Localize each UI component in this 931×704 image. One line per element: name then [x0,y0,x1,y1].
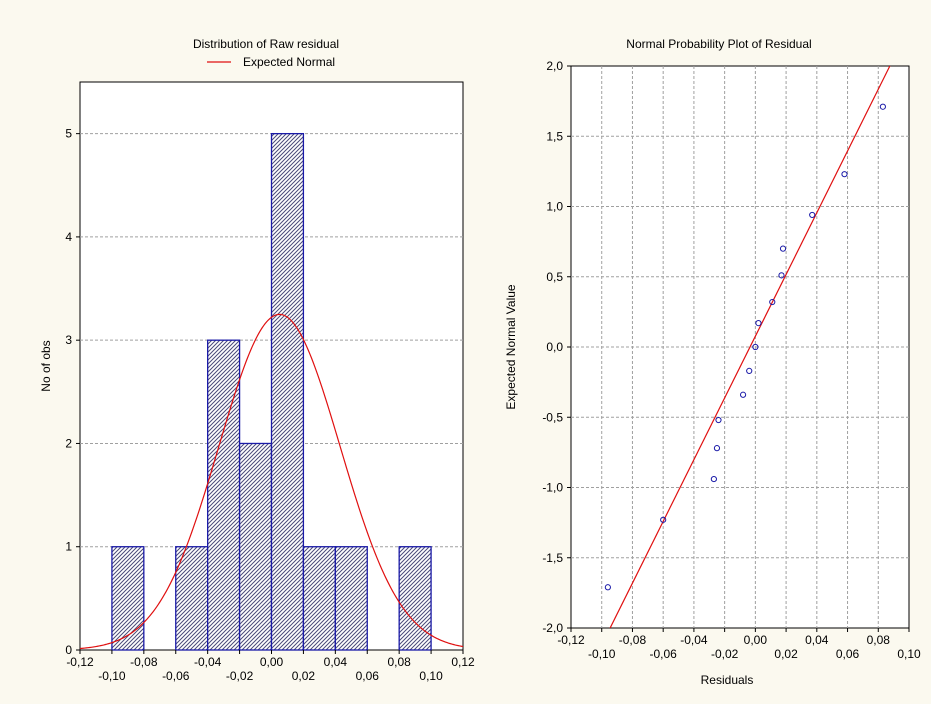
residual-point [778,272,785,279]
residual-point [604,584,611,591]
x-tick-label: -0,04 [680,633,708,647]
residual-point [746,367,753,374]
legend-label: Expected Normal [243,55,335,69]
residual-point [715,416,722,424]
y-tick-label: -2,0 [542,621,563,635]
y-tick-label: 1 [65,540,72,554]
y-tick-label: -1,5 [542,551,563,565]
y-tick-label: -0,5 [542,410,563,424]
x-tick-label: -0,04 [194,655,222,669]
residual-point [779,245,787,252]
histogram-bar [207,339,241,651]
x-tick-label: -0,08 [619,633,647,647]
residual-point [809,211,816,219]
y-tick-label: 5 [65,127,72,141]
x-tick-label: 0,04 [324,655,348,669]
y-tick-label: 1,5 [546,129,563,143]
histogram-bar [175,546,209,651]
residual-point [713,445,721,452]
histogram-chart: Distribution of Raw residual Expected No… [39,37,475,683]
residual-point [769,298,776,306]
residual-point [755,320,762,327]
x-tick-label: -0,06 [162,669,190,683]
x-tick-label: 0,00 [260,655,284,669]
x-tick-label: 0,10 [419,669,443,683]
residual-point [660,516,667,523]
histogram-bar [398,546,432,651]
expected-normal-curve [79,313,464,650]
x-tick-label: -0,08 [130,655,158,669]
x-tick-label: 0,08 [387,655,411,669]
y-tick-label: -1,0 [542,481,563,495]
y-tick-label: 1,0 [546,200,563,214]
x-tick-label: -0,02 [226,669,254,683]
x-tick-label: -0,10 [588,647,616,661]
histogram-y-axis-label: No of obs [39,340,53,391]
histogram-bar [238,442,273,651]
x-tick-label: 0,00 [744,633,768,647]
probability-y-axis-label: Expected Normal Value [504,284,518,410]
y-tick-label: 4 [65,230,72,244]
normal-probability-chart: Normal Probability Plot of Residual Expe… [504,37,921,687]
histogram-title: Distribution of Raw residual [193,37,339,51]
x-tick-label: 0,08 [867,633,891,647]
x-tick-label: -0,12 [66,655,94,669]
x-tick-label: 0,10 [897,647,921,661]
x-tick-label: 0,12 [451,655,475,669]
y-tick-label: 2,0 [546,59,563,73]
residual-point [710,475,717,483]
x-tick-label: -0,02 [711,647,739,661]
residual-point [752,343,759,351]
residual-point [739,391,747,398]
x-tick-label: -0,12 [557,633,585,647]
x-tick-label: 0,06 [356,669,380,683]
y-tick-label: 0,5 [546,270,563,284]
x-tick-label: -0,06 [650,647,678,661]
probability-x-axis-label: Residuals [701,673,754,687]
residual-point [841,171,848,178]
histogram-bar [334,546,368,651]
probability-title: Normal Probability Plot of Residual [626,37,811,51]
y-tick-label: 2 [65,436,72,450]
histogram-bar [302,546,336,651]
y-tick-label: 0 [65,643,72,657]
y-tick-label: 3 [65,333,72,347]
x-tick-label: 0,02 [292,669,316,683]
residual-point [879,103,886,110]
x-tick-label: 0,04 [805,633,829,647]
x-tick-label: 0,02 [774,647,798,661]
histogram-bar [111,546,145,651]
y-tick-label: 0,0 [546,340,563,354]
x-tick-label: -0,10 [98,669,126,683]
histogram-bar [270,132,305,651]
expected-normal-line [609,66,891,628]
x-tick-label: 0,06 [836,647,860,661]
